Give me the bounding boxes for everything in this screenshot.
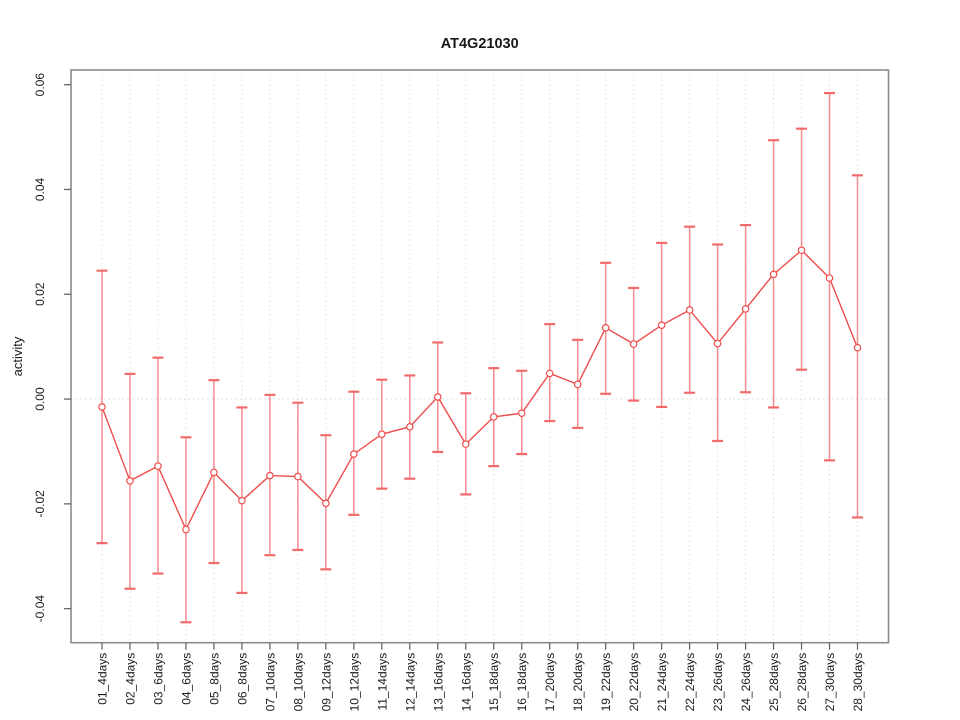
- y-tick-label: -0.04: [33, 595, 47, 623]
- data-point: [825, 274, 834, 282]
- x-tick-label: 18_20days: [571, 653, 585, 712]
- data-point: [238, 496, 246, 505]
- data-point: [266, 471, 274, 480]
- x-tick-label: 04_6days: [179, 653, 193, 705]
- x-tick-label: 01_4days: [96, 653, 110, 705]
- plot-box: [70, 69, 890, 644]
- x-tick-label: 22_24days: [683, 653, 697, 712]
- data-point: [126, 476, 134, 485]
- data-point: [154, 462, 162, 470]
- data-point: [98, 403, 106, 411]
- data-point: [629, 340, 638, 348]
- data-point: [517, 409, 526, 418]
- data-point: [573, 380, 582, 389]
- data-point: [210, 468, 218, 477]
- chart-title: AT4G21030: [441, 36, 519, 52]
- x-tick-label: 07_10days: [263, 653, 277, 712]
- x-tick-label: 27_30days: [823, 653, 837, 712]
- x-tick-label: 02_4days: [123, 653, 137, 705]
- x-tick-label: 28_30days: [851, 653, 865, 712]
- series-line: [101, 249, 859, 532]
- x-tick-label: 25_28days: [767, 653, 781, 712]
- data-point: [713, 339, 722, 348]
- data-point: [378, 430, 386, 438]
- x-tick-label: 13_16days: [431, 653, 445, 712]
- x-tick-label: 05_8days: [207, 653, 221, 705]
- x-tick-label: 03_6days: [151, 653, 165, 705]
- x-tick-label: 06_8days: [235, 653, 249, 705]
- data-point: [853, 343, 862, 352]
- x-tick-label: 14_16days: [459, 653, 473, 712]
- y-axis-label: activity: [10, 336, 25, 376]
- y-tick-label: 0.06: [33, 73, 47, 97]
- x-tick-label: 24_26days: [739, 653, 753, 712]
- data-point: [657, 321, 666, 329]
- x-tick-label: 11_14days: [375, 653, 389, 711]
- x-tick-label: 16_18days: [515, 653, 529, 712]
- data-point: [461, 440, 470, 448]
- x-tick-label: 23_26days: [711, 653, 725, 712]
- data-point: [322, 499, 330, 508]
- y-tick-label: -0.02: [33, 490, 47, 518]
- x-tick-label: 21_24days: [655, 653, 669, 712]
- x-tick-label: 26_28days: [795, 653, 809, 712]
- x-tick-label: 09_12days: [319, 653, 333, 712]
- plot-area: -0.04 -0.02 0.00 0.02 0.04 0.06 01_4days 02_4da…: [33, 69, 890, 712]
- data-point: [405, 423, 414, 431]
- x-tick-label: 19_22days: [599, 653, 613, 712]
- data-point: [741, 305, 750, 313]
- data-point: [433, 393, 442, 401]
- x-tick-label: 10_12days: [347, 653, 361, 712]
- data-point: [769, 270, 778, 279]
- data-point: [182, 525, 190, 534]
- y-tick-label: 0.00: [33, 387, 47, 411]
- data-point: [350, 450, 358, 458]
- data-point: [545, 369, 554, 378]
- y-tick-label: 0.04: [33, 177, 47, 201]
- data-point: [294, 472, 302, 481]
- data-point: [601, 323, 610, 332]
- data-point: [797, 246, 806, 255]
- x-tick-label: 17_20days: [543, 653, 557, 712]
- data-point: [489, 413, 498, 421]
- y-tick-label: 0.02: [33, 282, 47, 306]
- data-point: [685, 306, 694, 314]
- x-tick-label: 12_14days: [403, 653, 417, 712]
- x-tick-label: 15_18days: [487, 653, 501, 712]
- x-tick-label: 20_22days: [627, 653, 641, 712]
- x-tick-label: 08_10days: [291, 653, 305, 712]
